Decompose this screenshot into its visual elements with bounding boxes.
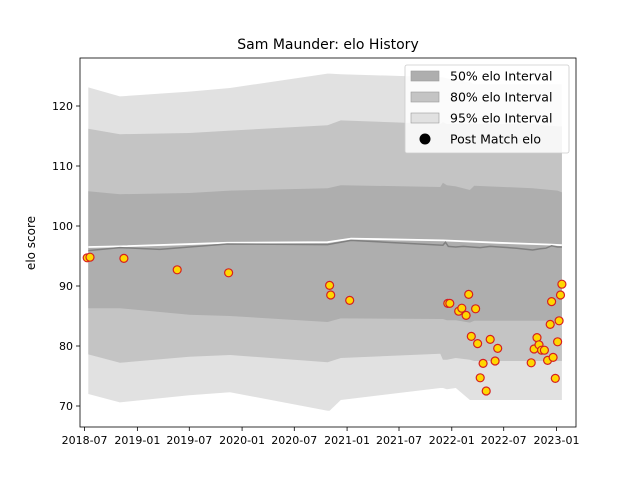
plot-frame — [79, 57, 577, 428]
y-tick-label: 90 — [59, 280, 73, 293]
post-match-elo-point — [473, 339, 483, 349]
legend-label: 80% elo Interval — [450, 90, 552, 105]
legend-label: 50% elo Interval — [450, 69, 552, 84]
legend-frame — [404, 64, 570, 154]
post-match-elo-point — [539, 345, 550, 355]
post-match-elo-point — [550, 373, 560, 383]
plot-area — [82, 73, 567, 411]
x-tick-label: 2019-07 — [166, 434, 212, 447]
post-match-elo-point — [490, 356, 500, 366]
post-match-elo-point — [172, 265, 182, 275]
band-50-interval — [88, 182, 562, 323]
y-tick-label: 100 — [52, 220, 73, 233]
post-match-elo-point — [546, 297, 557, 307]
y-tick-label: 70 — [59, 400, 73, 413]
legend-swatch — [410, 91, 440, 103]
legend-swatch — [410, 70, 440, 82]
x-axis: 2018-07 2019-01 2019-07 2020-01 2020-07 2021-… — [62, 427, 580, 447]
post-match-elo-point — [548, 352, 558, 362]
post-match-elo-point — [345, 295, 355, 305]
x-tick-label: 2023-01 — [534, 434, 580, 447]
y-tick-label: 110 — [52, 160, 73, 173]
post-match-elo-point — [85, 252, 95, 262]
x-tick-label: 2022-07 — [481, 434, 527, 447]
post-match-elo-point — [325, 280, 335, 290]
post-match-elo-point — [481, 386, 491, 396]
post-match-elo-point — [471, 304, 481, 314]
legend-label: Post Match elo — [450, 132, 541, 147]
x-tick-label: 2019-01 — [114, 434, 160, 447]
legend: 50% elo Interval 80% elo Interval 95% elo … — [404, 64, 570, 154]
post-match-elo-point — [555, 290, 566, 300]
post-match-elo-point — [557, 279, 567, 289]
reference-elo-line — [88, 237, 562, 248]
post-match-elo-point — [475, 373, 485, 383]
post-match-elo-point — [552, 337, 563, 347]
post-match-elo-point — [466, 331, 476, 341]
chart-title: Sam Maunder: elo History — [237, 37, 418, 53]
x-tick-label: 2022-01 — [429, 434, 475, 447]
post-match-elo-point — [545, 319, 555, 329]
x-tick-label: 2018-07 — [62, 434, 108, 447]
post-match-elo-point — [464, 289, 474, 299]
x-tick-label: 2020-01 — [219, 434, 265, 447]
mean-elo-line — [88, 239, 562, 252]
post-match-elo-point — [119, 253, 129, 263]
y-axis: 70 80 90 100 110 120 — [52, 100, 80, 413]
x-tick-label: 2020-07 — [271, 434, 317, 447]
post-match-elo-point — [554, 316, 564, 326]
post-match-elo-point — [224, 268, 234, 278]
post-match-elo-point — [461, 310, 471, 320]
post-match-elo-point — [326, 290, 336, 300]
legend-swatch — [410, 112, 440, 124]
y-axis-label: elo score — [24, 216, 38, 270]
x-tick-label: 2021-01 — [324, 434, 370, 447]
post-match-elo-point — [526, 358, 536, 368]
y-tick-label: 120 — [52, 100, 73, 113]
post-match-elo-point — [445, 298, 455, 308]
legend-label: 95% elo Interval — [450, 111, 552, 126]
post-match-elo-point — [485, 334, 495, 344]
post-match-elo-point — [478, 358, 488, 368]
post-match-elo-point — [493, 343, 503, 353]
x-tick-label: 2021-07 — [376, 434, 422, 447]
post-match-elo-point — [457, 303, 467, 313]
legend-marker — [419, 133, 431, 145]
y-tick-label: 80 — [59, 340, 73, 353]
